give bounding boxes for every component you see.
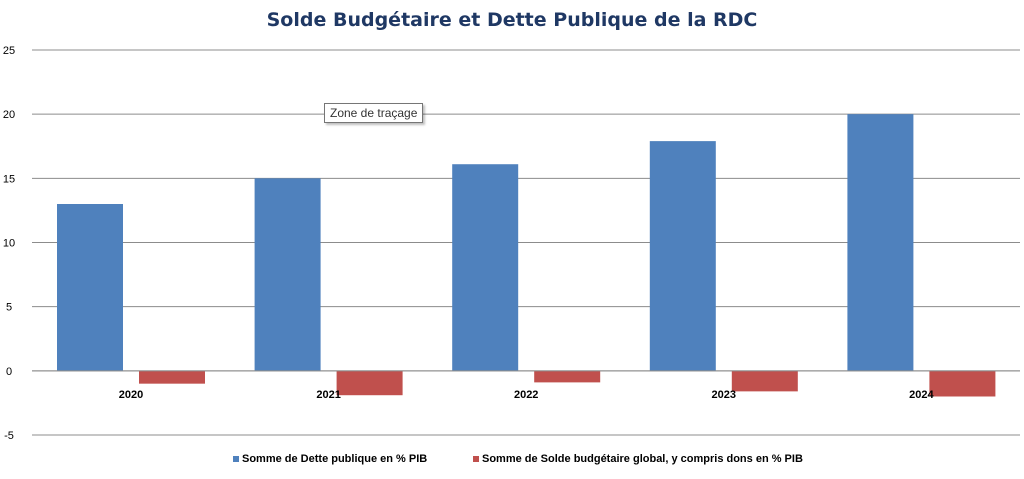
y-tick-label: 5	[6, 302, 12, 314]
plot-area-tooltip: Zone de traçage	[324, 103, 424, 123]
bar-solde-budgetaire-2020[interactable]	[139, 370, 205, 384]
bar-solde-budgetaire-2023[interactable]	[731, 370, 798, 392]
x-category-label: 2022	[514, 389, 538, 401]
x-category-label: 2020	[119, 389, 143, 401]
y-tick-label: 20	[3, 109, 15, 121]
bar-dette-publique-2023[interactable]	[649, 141, 716, 371]
legend-swatch	[233, 456, 239, 462]
x-axis-categories: 2020 2021 2022 2023 2024	[119, 389, 935, 401]
bar-solde-budgetaire-2022[interactable]	[534, 370, 601, 383]
bar-dette-publique-2020[interactable]	[57, 204, 123, 371]
y-tick-label: 15	[3, 173, 15, 185]
x-category-label: 2021	[316, 389, 340, 401]
bar-solde-budgetaire-2021[interactable]	[336, 370, 403, 396]
legend-label: Somme de Solde budgétaire global, y comp…	[482, 453, 803, 465]
legend-label: Somme de Dette publique en % PIB	[242, 453, 427, 465]
bar-solde-budgetaire-2024[interactable]	[929, 370, 996, 397]
bar-dette-publique-2024[interactable]	[847, 114, 914, 371]
y-tick-label: 10	[3, 238, 15, 250]
y-tick-label: 0	[6, 366, 12, 378]
bar-dette-publique-2022[interactable]	[452, 164, 519, 371]
legend: Somme de Dette publique en % PIB Somme de…	[233, 453, 803, 465]
chart-title: Solde Budgétaire et Dette Publique de la…	[267, 9, 758, 31]
x-category-label: 2024	[909, 389, 934, 401]
y-axis-ticks: -5 0 5 10 15 20 25	[3, 45, 15, 442]
y-tick-label: -5	[4, 430, 14, 442]
plot-area[interactable]	[57, 114, 996, 397]
bar-dette-publique-2021[interactable]	[254, 178, 321, 371]
legend-swatch	[473, 456, 479, 462]
y-tick-label: 25	[3, 45, 15, 57]
x-category-label: 2023	[712, 389, 736, 401]
